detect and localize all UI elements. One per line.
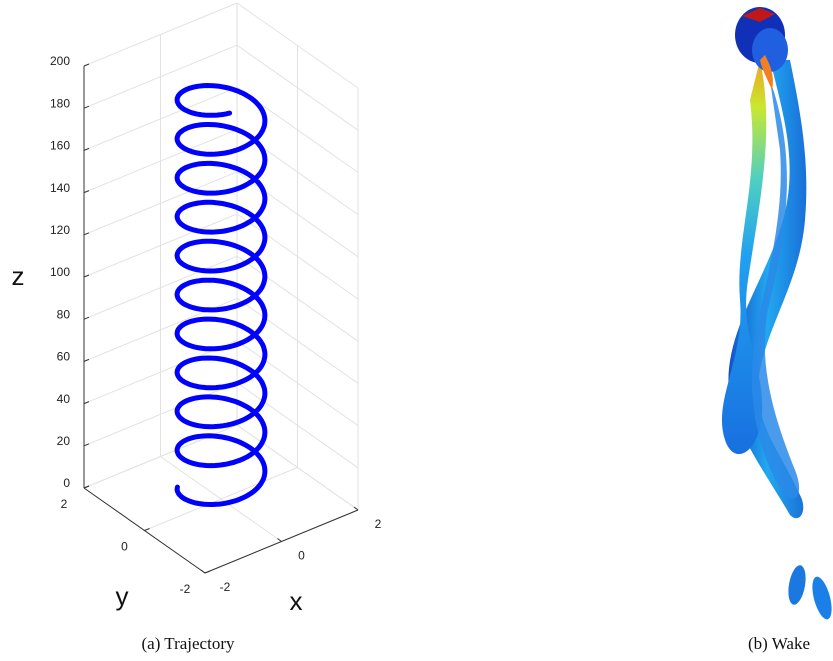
z-tick-label: 80	[57, 307, 71, 321]
tick-mark	[204, 570, 211, 574]
z-tick-label: 140	[50, 181, 70, 195]
z-tick-label: 100	[50, 265, 70, 279]
caption: (b) Wake	[748, 634, 810, 653]
z-tick-label: 0	[63, 476, 70, 490]
tick-mark	[277, 538, 282, 542]
tick-mark	[83, 316, 90, 320]
z-tick-label: 180	[50, 96, 70, 110]
y-axis-label: y	[116, 581, 129, 611]
tick-mark	[83, 232, 90, 236]
z-tick-label: 160	[50, 139, 70, 153]
y-tick-label: 0	[121, 540, 128, 554]
z-tick-label: 60	[57, 350, 71, 364]
z-axis-label: z	[12, 261, 25, 291]
x-tick-label: 2	[375, 517, 382, 531]
tick-mark	[83, 274, 90, 278]
tick-mark	[83, 401, 90, 405]
tick-mark	[200, 569, 206, 574]
z-tick-label: 120	[50, 223, 70, 237]
z-tick-label: 20	[57, 434, 71, 448]
tick-mark	[83, 190, 90, 194]
y-tick-label: 2	[61, 497, 68, 511]
trajectory	[174, 82, 268, 507]
tick-mark	[83, 443, 90, 447]
x-tick-label: -2	[220, 580, 231, 594]
x-tick-label: 0	[298, 549, 305, 563]
z-tick-label: 200	[50, 54, 70, 68]
wake-image	[721, 7, 832, 620]
tick-mark	[83, 147, 90, 151]
tick-mark	[83, 105, 90, 109]
tick-mark	[83, 358, 90, 362]
tick-mark	[353, 506, 359, 511]
grid-line	[144, 467, 298, 531]
tick-mark	[83, 63, 90, 67]
tick-mark	[83, 485, 90, 489]
z-tick-label: 40	[57, 392, 71, 406]
tick-mark	[144, 528, 150, 531]
caption: (a) Trajectory	[141, 634, 235, 653]
y-tick-label: -2	[180, 582, 191, 596]
x-axis-label: x	[290, 586, 303, 616]
